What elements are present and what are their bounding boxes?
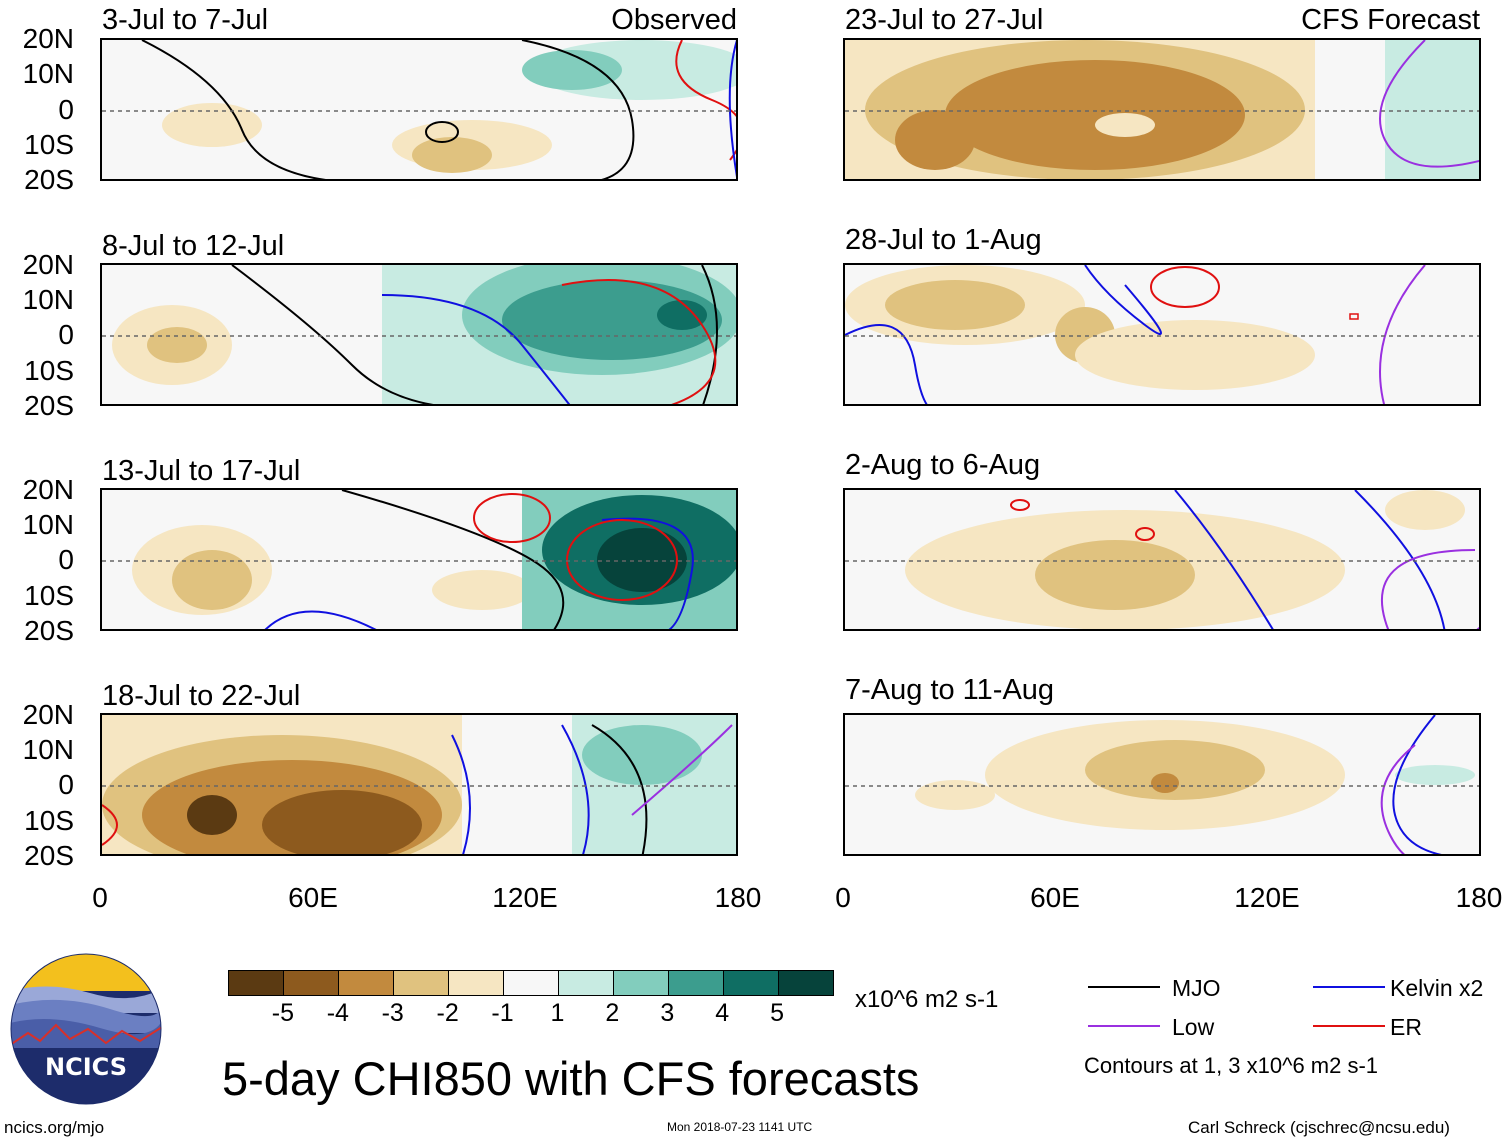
lon-label: 180 (1455, 882, 1503, 913)
map-panel-obs-2 (100, 263, 738, 406)
colorbar-swatch (613, 971, 668, 995)
legend-line-low (1088, 1025, 1160, 1027)
lat-label: 0 (58, 94, 74, 125)
colorbar-swatch (778, 971, 833, 995)
colorbar-tick-label: 2 (605, 999, 620, 1027)
footer-author: Carl Schreck (cjschrec@ncsu.edu) (1188, 1118, 1450, 1137)
colorbar-swatch (338, 971, 393, 995)
legend-label-er: ER (1390, 1014, 1422, 1040)
colorbar-tick-label: -3 (381, 999, 404, 1027)
legend-line-kelvin (1313, 986, 1385, 988)
lat-label: 10S (24, 355, 74, 386)
map-panel-obs-3 (100, 488, 738, 631)
colorbar-tick-label: 4 (715, 999, 730, 1027)
colorbar-tick-label: -2 (436, 999, 459, 1027)
main-title: 5-day CHI850 with CFS forecasts (222, 1052, 920, 1105)
legend-label-kelvin: Kelvin x2 (1390, 975, 1484, 1001)
colorbar-tick-label: -5 (271, 999, 295, 1027)
panel-title-obs-3: 13-Jul to 17-Jul (102, 455, 301, 487)
lon-label: 120E (1234, 882, 1300, 913)
colorbar (228, 970, 834, 996)
lat-label: 10N (22, 734, 74, 765)
panel-title-fcst-3: 2-Aug to 6-Aug (845, 449, 1041, 481)
lat-label: 10N (22, 509, 74, 540)
map-panel-obs-4 (100, 713, 738, 856)
logo-text: NCICS (45, 1053, 127, 1081)
lat-label: 20N (22, 699, 74, 730)
colorbar-swatch (503, 971, 558, 995)
lon-label: 60E (288, 882, 338, 913)
lat-label: 0 (58, 544, 74, 575)
colorbar-swatch (668, 971, 723, 995)
lat-label: 10S (24, 805, 74, 836)
lat-label: 20S (24, 164, 74, 195)
colorbar-swatch (393, 971, 448, 995)
panel-title-obs-2: 8-Jul to 12-Jul (102, 230, 285, 262)
lat-label: 0 (58, 769, 74, 800)
panel-title-fcst-4: 7-Aug to 11-Aug (845, 674, 1055, 706)
lat-label: 10S (24, 580, 74, 611)
lat-label: 20S (24, 390, 74, 421)
colorbar-swatch (448, 971, 503, 995)
lat-label: 20S (24, 840, 74, 871)
legend-label-mjo: MJO (1172, 975, 1221, 1001)
lon-label: 60E (1030, 882, 1080, 913)
colorbar-tick-label: -1 (491, 999, 514, 1027)
colorbar-swatch (229, 971, 283, 995)
colorbar-tick-label: 5 (770, 999, 785, 1027)
footer-timestamp: Mon 2018-07-23 1141 UTC (667, 1120, 813, 1134)
lon-label: 120E (492, 882, 558, 913)
map-panel-obs-1 (100, 38, 738, 181)
panel-title-fcst-1: 23-Jul to 27-Jul (845, 4, 1044, 36)
map-panel-fcst-2 (843, 263, 1481, 406)
map-panel-fcst-3 (843, 488, 1481, 631)
contour-note: Contours at 1, 3 x10^6 m2 s-1 (1084, 1053, 1379, 1078)
footer-url[interactable]: ncics.org/mjo (4, 1118, 105, 1137)
colorbar-tick-label: 1 (550, 999, 565, 1027)
lon-label: 180 (714, 882, 762, 913)
cfs-forecast-label: CFS Forecast (1301, 4, 1480, 36)
lat-label: 0 (58, 319, 74, 350)
colorbar-units: x10^6 m2 s-1 (855, 986, 999, 1013)
lat-label: 20N (22, 23, 74, 54)
colorbar-swatch (283, 971, 338, 995)
lat-label: 10N (22, 284, 74, 315)
lon-label: 0 (92, 882, 108, 913)
lat-label: 20N (22, 249, 74, 280)
lat-label: 10S (24, 129, 74, 160)
lat-label: 10N (22, 58, 74, 89)
lat-label: 20S (24, 615, 74, 646)
lon-label: 0 (835, 882, 851, 913)
legend-line-er (1313, 1025, 1385, 1027)
colorbar-swatch (723, 971, 778, 995)
legend-label-low: Low (1172, 1014, 1215, 1040)
panel-title-obs-4: 18-Jul to 22-Jul (102, 680, 301, 712)
lat-label: 20N (22, 474, 74, 505)
ncics-logo: NCICS (10, 953, 162, 1105)
map-panel-fcst-4 (843, 713, 1481, 856)
observed-label: Observed (611, 4, 737, 36)
panel-title-fcst-2: 28-Jul to 1-Aug (845, 224, 1042, 256)
legend-line-mjo (1088, 986, 1160, 988)
colorbar-swatch (558, 971, 613, 995)
colorbar-tick-label: -4 (326, 999, 349, 1027)
panel-title-obs-1: 3-Jul to 7-Jul (102, 4, 269, 36)
map-panel-fcst-1 (843, 38, 1481, 181)
colorbar-tick-label: 3 (660, 999, 675, 1027)
